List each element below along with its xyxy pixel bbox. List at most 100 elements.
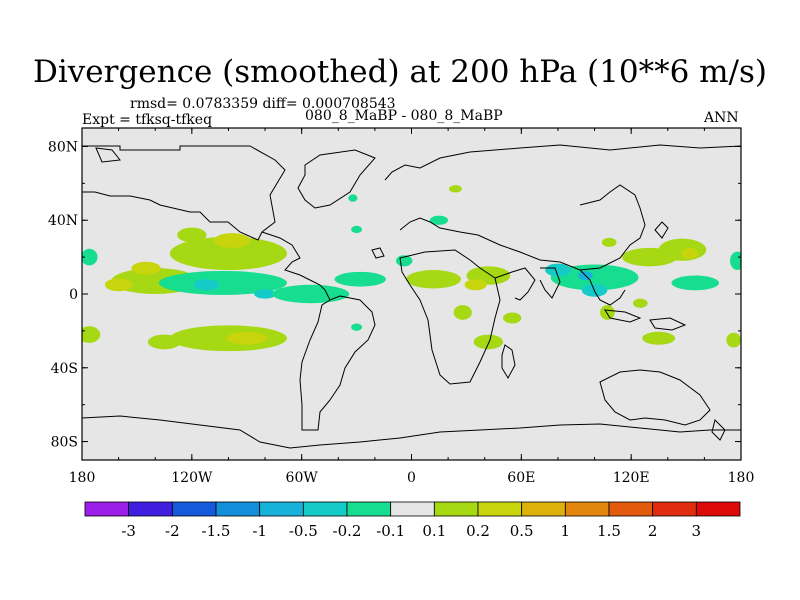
x-tick-label: 180 [728,470,755,486]
colorbar-label: -3 [121,522,136,540]
coastline-path [299,295,376,431]
colorbar-box [564,501,610,517]
y-tick-label: 40S [51,361,78,377]
contour-region [671,275,720,291]
contour-region [147,334,181,350]
contour-region [632,298,648,308]
coastline-path [604,309,642,323]
y-tick-label: 80S [51,435,78,451]
contour-region [726,332,741,348]
contour-region [464,279,487,291]
colorbar-box [302,501,348,517]
coastline-path [371,247,385,259]
colorbar-label: -0.5 [289,522,318,540]
coastlines [82,144,741,449]
contour-region [82,326,101,343]
colorbar-label: -1.5 [202,522,231,540]
coastline-path [579,269,626,306]
contour-region [503,312,522,324]
colorbar-label: 0.2 [466,522,490,540]
y-tick-label: 40N [48,213,78,229]
colorbar-label: 0.5 [510,522,534,540]
contour-region [131,261,161,275]
contour-region [213,233,251,248]
contour-region [730,251,741,271]
contour-region [406,270,461,289]
coastline-path [384,144,741,181]
colorbar-box [171,501,217,517]
coastline-path [599,369,711,426]
contour-region [473,334,504,350]
contour-region [545,263,571,277]
contour-region [169,236,288,271]
coastline-path [261,231,341,301]
contour-region [82,248,98,266]
coastline-path [711,419,726,441]
chart-title: Divergence (smoothed) at 200 hPa (10**6 … [33,54,767,90]
colorbar-box [84,501,130,517]
coastline-path [539,267,561,299]
contour-region [601,237,617,247]
x-tick-label: 120E [613,470,650,486]
contour-region [550,264,639,291]
contour-region [453,305,472,320]
colorbar-box [215,501,261,517]
colorbar-label: 0.1 [422,522,446,540]
contour-region [351,323,363,331]
colorbar-box [259,501,304,517]
stats-label: rmsd= 0.0783359 diff= 0.000708543 [130,96,396,112]
contour-region [351,225,363,234]
colorbar-box [477,501,523,517]
contour-region [600,305,615,320]
coastline-path [649,317,687,331]
colorbar-box [128,501,173,517]
contour-region [104,278,133,292]
contour-region [429,215,449,225]
contour-region [348,194,358,202]
contour-region [642,331,676,345]
x-tick-label: 0 [407,470,416,486]
colorbar-box [521,501,566,517]
contour-region [193,279,220,291]
colorbar-label: -2 [165,522,180,540]
contour-region [334,271,386,287]
x-tick-label: 180 [69,470,96,486]
colorbar-label: 3 [692,522,702,540]
contour-region [254,289,277,299]
contour-region [158,270,288,295]
plot-background [82,128,741,460]
colorbar-box [695,501,741,517]
y-tick-label: 0 [69,287,78,303]
colorbar-box [390,501,435,517]
season-label: ANN [704,110,739,126]
x-tick-label: 60E [507,470,535,486]
colorbar-box [608,501,654,517]
colorbar-label: -0.1 [376,522,405,540]
coastline-path [494,267,536,301]
colorbar-label: 1.5 [597,522,621,540]
coastline-path [399,249,501,385]
colorbar-box [433,501,479,517]
expt-label: Expt = tfksq-tfkeq [82,112,213,128]
contour-region [681,247,698,259]
contour-region [226,331,267,345]
colorbar-box [652,501,697,517]
coastline-path [297,149,376,209]
colorbar-label: 2 [648,522,658,540]
contour-region [449,185,462,193]
x-tick-label: 120W [171,470,213,486]
coastline-path [82,145,286,241]
contour-region [177,227,207,243]
coastline-path [654,221,669,239]
contour-region [272,284,350,304]
colorbar-label: -1 [252,522,267,540]
case-label: 080_8_MaBP - 080_8_MaBP [305,108,503,124]
x-tick-label: 60W [286,470,319,486]
colorbar-label: 1 [561,522,571,540]
colorbar-box [346,501,392,517]
y-tick-label: 80N [48,139,78,155]
contour-fills [82,185,741,352]
contour-region [658,238,707,261]
colorbar-label: -0.2 [333,522,362,540]
